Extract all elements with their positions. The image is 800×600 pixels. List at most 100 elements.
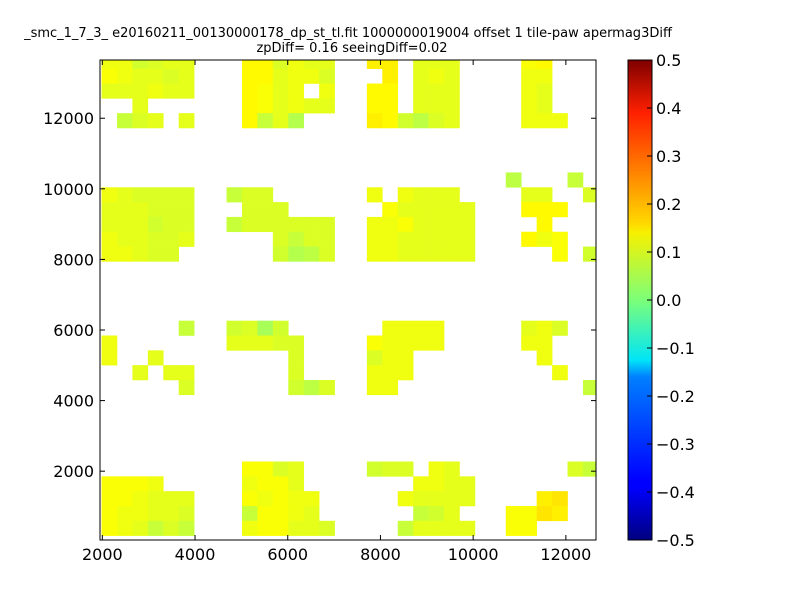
heatmap-cell [116, 216, 133, 233]
heatmap-cell [366, 246, 383, 262]
heatmap-cell [288, 491, 305, 507]
heatmap-cell [163, 202, 180, 218]
heatmap-cell [444, 113, 460, 129]
heatmap-cell [101, 491, 118, 507]
heatmap-cell [521, 231, 537, 247]
heatmap-cell [116, 83, 133, 99]
heatmap-cell [444, 476, 460, 492]
heatmap-cell [459, 231, 476, 247]
heatmap-cell [288, 98, 305, 114]
heatmap-cell [101, 68, 118, 84]
chart-title-line-1: _smc_1_7_3_ e20160211_00130000178_dp_st_… [23, 26, 673, 41]
heatmap-cell [147, 216, 164, 233]
heatmap-cell [288, 365, 305, 381]
heatmap-cell [288, 83, 305, 99]
heatmap-cell [428, 83, 445, 99]
heatmap-cell [536, 231, 553, 247]
heatmap-cell [444, 68, 460, 84]
heatmap-cell [459, 216, 476, 233]
heatmap-cell [241, 320, 258, 336]
heatmap-cell [241, 520, 258, 536]
heatmap-cell [226, 216, 243, 233]
heatmap-cell [303, 520, 320, 536]
heatmap-cell [459, 520, 476, 536]
heatmap-cell [444, 216, 460, 233]
heatmap-cell [536, 505, 553, 522]
heatmap-cell [382, 231, 399, 247]
heatmap-cell [288, 68, 305, 84]
heatmap-cell [272, 68, 289, 84]
colorbar-tick-label: −0.1 [656, 339, 695, 358]
heatmap-cell [101, 505, 118, 522]
heatmap-cell [241, 113, 258, 129]
heatmap-cell [163, 216, 180, 233]
heatmap-cell [521, 520, 537, 536]
heatmap-cell [413, 98, 429, 114]
heatmap-cell [178, 231, 195, 247]
heatmap-cell [582, 246, 597, 262]
heatmap-cell [178, 505, 195, 522]
heatmap-cell [178, 365, 195, 381]
heatmap-cell [272, 113, 289, 129]
heatmap-cell [397, 187, 414, 203]
heatmap-cell [101, 246, 118, 262]
heatmap-cell [257, 335, 274, 351]
plot-area-frame [99, 59, 597, 541]
heatmap-cell [101, 202, 118, 218]
heatmap-cell [397, 491, 414, 507]
heatmap-cell [521, 60, 537, 69]
heatmap-cell [272, 60, 289, 69]
heatmap-cell [257, 476, 274, 492]
heatmap-cell [444, 246, 460, 262]
heatmap-cell [132, 187, 149, 203]
heatmap-cell [132, 476, 149, 492]
heatmap-cell [552, 320, 568, 336]
colorbar-tick-label: 0.5 [656, 51, 681, 70]
heatmap-cell [319, 68, 335, 84]
heatmap-cell [147, 505, 164, 522]
colorbar-tick-label: 0.4 [656, 99, 681, 118]
heatmap-cell [413, 60, 429, 69]
heatmap-cell [567, 172, 584, 188]
heatmap-cell [521, 187, 537, 203]
heatmap-cell [397, 320, 414, 336]
heatmap-cell [413, 113, 429, 129]
heatmap-cell [428, 68, 445, 84]
heatmap-cell [536, 83, 553, 99]
x-tick-label: 6000 [267, 545, 308, 564]
heatmap-cell [272, 491, 289, 507]
heatmap-cell [444, 505, 460, 522]
heatmap-cell [257, 60, 274, 69]
heatmap-cell [521, 202, 537, 218]
heatmap-cell [397, 520, 414, 536]
y-tick-label: 2000 [53, 462, 94, 481]
heatmap-cell [303, 216, 320, 233]
heatmap-cell [319, 246, 335, 262]
heatmap-cell [257, 461, 274, 477]
heatmap-cell [428, 231, 445, 247]
heatmap-cell [178, 68, 195, 84]
heatmap-cell [163, 365, 180, 381]
heatmap-cell [428, 98, 445, 114]
heatmap-cell [536, 216, 553, 233]
heatmap-cell [163, 68, 180, 84]
heatmap-cell [132, 202, 149, 218]
heatmap-cell [116, 505, 133, 522]
colorbar-tick-label: 0.0 [656, 291, 681, 310]
heatmap-cell [226, 320, 243, 336]
heatmap-cell [132, 365, 149, 381]
heatmap-cell [257, 320, 274, 336]
heatmap-cell [101, 520, 118, 536]
heatmap-cell [272, 216, 289, 233]
heatmap-cell [536, 68, 553, 84]
heatmap-cell [382, 335, 399, 351]
heatmap-cell [163, 246, 180, 262]
heatmap-cell [319, 520, 335, 536]
heatmap-cell [319, 83, 335, 99]
heatmap-cell [413, 246, 429, 262]
heatmap-cell [241, 98, 258, 114]
heatmap-cell [382, 98, 399, 114]
heatmap-cell [132, 491, 149, 507]
heatmap-cell [163, 60, 180, 69]
heatmap-cell [521, 98, 537, 114]
